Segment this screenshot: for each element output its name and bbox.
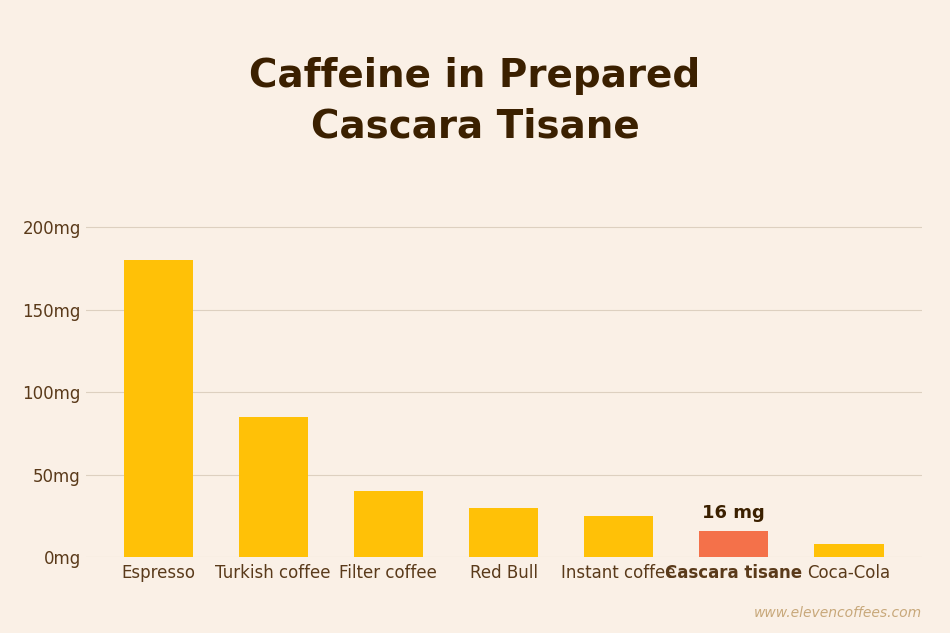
Text: www.elevencoffees.com: www.elevencoffees.com <box>753 606 922 620</box>
Bar <box>814 544 884 557</box>
Text: Caffeine in Prepared
Cascara Tisane: Caffeine in Prepared Cascara Tisane <box>249 57 700 146</box>
Bar <box>353 491 423 557</box>
Text: 16 mg: 16 mg <box>702 505 765 522</box>
Bar <box>584 516 654 557</box>
Bar <box>124 260 193 557</box>
Bar <box>238 417 308 557</box>
Bar <box>699 530 769 557</box>
Bar <box>469 508 538 557</box>
